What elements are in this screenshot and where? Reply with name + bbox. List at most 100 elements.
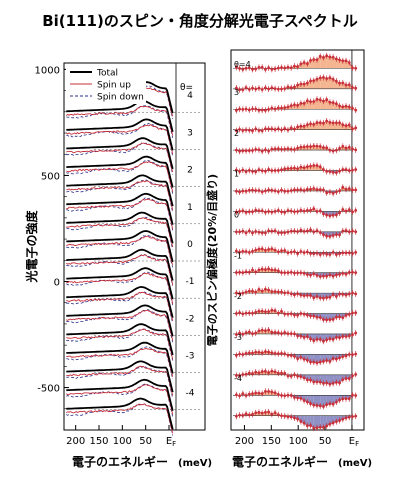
polarization-point: [234, 210, 238, 214]
polarization-line: [236, 329, 356, 342]
polarization-point: [234, 148, 238, 152]
polarization-line: [236, 165, 356, 173]
polarization-point: [354, 126, 358, 130]
polarization-line: [236, 55, 356, 70]
right-plot-frame: [230, 49, 365, 431]
negative-polarization-fill: [323, 313, 327, 320]
left-x-tick-label: 100: [113, 436, 132, 447]
polarization-point: [354, 331, 358, 335]
positive-polarization-fill: [323, 55, 327, 69]
right-x-tick-label: 50: [319, 436, 332, 447]
right-x-axis-unit: (meV): [338, 458, 372, 469]
spin-up-curve: [66, 272, 174, 304]
positive-polarization-fill: [336, 122, 340, 130]
left-x-tick-label: 50: [139, 436, 152, 447]
right-panel: 200 150 100 50 EF 電子のスピン偏極度(20%/目盛り) 電子のエネルギー (…: [205, 49, 372, 469]
negative-polarization-fill: [297, 415, 301, 422]
left-plot-frame: [63, 62, 206, 431]
polarization-line: [236, 145, 356, 152]
positive-polarization-fill: [300, 84, 305, 89]
left-y-tick-label: 500: [41, 171, 60, 182]
negative-polarization-fill: [329, 313, 334, 320]
spin-up-curve: [66, 160, 174, 192]
negative-polarization-fill: [333, 313, 337, 320]
spin-up-curve: [66, 217, 174, 248]
negative-polarization-fill: [320, 395, 324, 407]
polarization-line: [236, 248, 356, 255]
negative-polarization-fill: [313, 354, 317, 363]
right-theta-value: 1: [234, 170, 239, 179]
total-curve: [66, 304, 174, 337]
polarization-point: [234, 374, 238, 377]
spin-up-curve: [66, 254, 174, 285]
positive-polarization-fill: [317, 122, 321, 130]
positive-polarization-fill: [329, 77, 334, 89]
right-theta-value: -4: [234, 374, 242, 383]
negative-polarization-fill: [310, 354, 314, 363]
spin-up-curve: [66, 291, 174, 321]
right-x-tick-label: 100: [289, 436, 308, 447]
total-curve: [66, 100, 174, 133]
polarization-point: [234, 129, 238, 132]
left-x-axis-label: 電子のエネルギー: [72, 454, 168, 469]
negative-polarization-fill: [300, 395, 305, 401]
legend-entry: Spin up: [97, 81, 131, 91]
spin-up-curve: [66, 365, 174, 396]
positive-polarization-fill: [342, 82, 346, 89]
negative-polarization-fill: [300, 354, 305, 360]
polarization-line: [236, 391, 356, 407]
positive-polarization-fill: [320, 122, 324, 130]
positive-polarization-fill: [313, 165, 317, 171]
spin-down-curve: [66, 309, 174, 343]
spin-up-curve: [66, 180, 174, 210]
polarization-point: [354, 372, 358, 376]
positive-polarization-fill: [310, 101, 314, 110]
negative-polarization-fill: [304, 374, 308, 380]
polarization-point: [234, 353, 238, 357]
positive-polarization-fill: [326, 55, 330, 69]
right-theta-value: 2: [234, 129, 239, 138]
right-x-axis-label: 電子のエネルギー: [232, 454, 328, 469]
right-theta-value: -2: [234, 292, 242, 301]
left-theta-value: 4: [187, 91, 193, 101]
positive-polarization-fill: [339, 82, 343, 89]
positive-polarization-fill: [307, 60, 311, 69]
polarization-line: [236, 77, 356, 91]
negative-polarization-fill: [326, 313, 330, 320]
negative-polarization-fill: [336, 374, 340, 383]
negative-polarization-fill: [329, 354, 334, 362]
figure-title: Bi(111)のスピン・角度分解光電子スペクトル: [42, 12, 358, 30]
polarization-line: [236, 98, 356, 111]
total-curve: [66, 248, 174, 281]
polarization-line: [236, 411, 356, 429]
spin-down-curve: [66, 197, 174, 231]
right-x-tick-label: 200: [235, 436, 254, 447]
polarization-line: [236, 309, 356, 321]
total-curve: [66, 137, 174, 170]
right-x-tick-sub: F: [355, 440, 359, 448]
left-theta-value: -1: [186, 277, 195, 287]
total-curve: [66, 155, 174, 188]
positive-polarization-fill: [339, 59, 343, 69]
polarization-point: [354, 108, 358, 112]
total-curve: [66, 286, 174, 318]
left-y-axis-label: 光電子の強度: [24, 210, 39, 284]
spin-up-curve: [66, 198, 174, 230]
polarization-point: [354, 292, 358, 296]
positive-polarization-fill: [310, 59, 314, 69]
total-curve: [66, 397, 174, 430]
polarization-line: [236, 351, 356, 364]
positive-polarization-fill: [336, 58, 340, 69]
polarization-point: [354, 148, 358, 152]
positive-polarization-fill: [329, 122, 334, 130]
polarization-point: [354, 352, 358, 356]
positive-polarization-fill: [326, 77, 330, 89]
polarization-point: [234, 168, 238, 172]
left-theta-value: -3: [186, 352, 195, 362]
positive-polarization-fill: [310, 80, 314, 89]
left-theta-value: -4: [186, 389, 195, 399]
polarization-line: [236, 208, 356, 217]
polarization-point: [234, 230, 238, 234]
positive-polarization-fill: [329, 57, 334, 69]
total-curve: [66, 323, 174, 356]
